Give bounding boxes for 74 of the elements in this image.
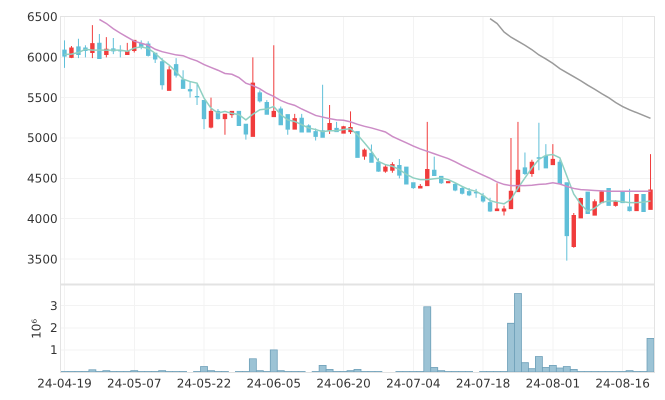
line-series [98, 18, 652, 192]
candlestick [586, 192, 590, 214]
candlestick [425, 121, 430, 186]
candlestick [313, 128, 318, 141]
candlestick [362, 148, 367, 160]
candlestick [286, 114, 290, 136]
line-series [489, 18, 652, 120]
candlestick [446, 181, 450, 184]
candlestick [188, 81, 192, 98]
y-tick-label: 1 [50, 343, 58, 358]
candlestick [404, 166, 409, 185]
candlestick [564, 182, 569, 262]
y-tick-label: 4500 [27, 172, 58, 186]
x-tick-label: 24-05-07 [107, 376, 162, 390]
candlestick [369, 144, 374, 163]
candlestick [222, 113, 228, 136]
candlestick [250, 56, 256, 137]
candlestick [488, 197, 492, 212]
candlestick [460, 186, 464, 195]
candlestick [550, 144, 556, 166]
x-tick-label: 24-08-16 [595, 376, 650, 390]
candlestick [194, 83, 200, 106]
y-tick-label: 6000 [27, 50, 58, 65]
candlestick [383, 164, 388, 174]
candlestick [97, 33, 102, 60]
y-axis-title: 10⁶ [29, 318, 44, 339]
y-tick-label: 2 [50, 320, 58, 335]
candlestick [452, 182, 458, 192]
line-series [64, 46, 652, 212]
candlestick [125, 42, 130, 56]
y-tick-label: 5500 [27, 90, 58, 105]
candlestick [62, 40, 67, 68]
candlestick [411, 182, 416, 190]
candlestick [558, 159, 562, 184]
candlestick [258, 90, 262, 104]
x-tick-label: 24-06-05 [246, 376, 302, 390]
candlestick [244, 124, 248, 140]
y-tick-label: 4000 [27, 212, 58, 226]
candlestick [572, 212, 576, 248]
x-tick-label: 24-07-04 [386, 376, 441, 390]
x-tick-label: 24-06-20 [316, 376, 371, 390]
candlestick [180, 70, 186, 90]
candlestick [494, 182, 500, 212]
candlestick [516, 121, 520, 193]
candlestick [327, 104, 332, 134]
candlestick [90, 24, 95, 59]
candlestick [466, 188, 472, 197]
candlestick [627, 188, 632, 212]
candlestick [634, 194, 639, 212]
x-tick-label: 24-08-01 [526, 376, 580, 390]
x-tick-label: 24-05-22 [176, 376, 232, 390]
candlestick [202, 100, 206, 130]
y-tick-label: 5000 [27, 131, 58, 146]
x-tick-label: 24-07-18 [456, 376, 510, 390]
candlestick [474, 188, 478, 198]
candlestick [272, 44, 276, 118]
candlestick [320, 84, 325, 138]
x-tick-label: 24-04-19 [37, 376, 92, 390]
y-tick-label: 3500 [27, 252, 58, 266]
candlestick [522, 152, 528, 176]
candlestick [418, 184, 422, 189]
candlestick [536, 122, 542, 171]
candlestick [502, 205, 506, 216]
candlestick [599, 190, 604, 204]
y-tick-label: 6500 [27, 10, 58, 24]
candlestick [376, 158, 381, 172]
candlestick [508, 138, 514, 210]
candlestick [544, 144, 548, 168]
candlestick [648, 154, 653, 210]
candlestick [208, 97, 214, 129]
candlestick [166, 66, 172, 91]
candlestick [432, 156, 436, 176]
y-tick-label: 3 [50, 298, 58, 313]
candlestick [160, 58, 164, 90]
